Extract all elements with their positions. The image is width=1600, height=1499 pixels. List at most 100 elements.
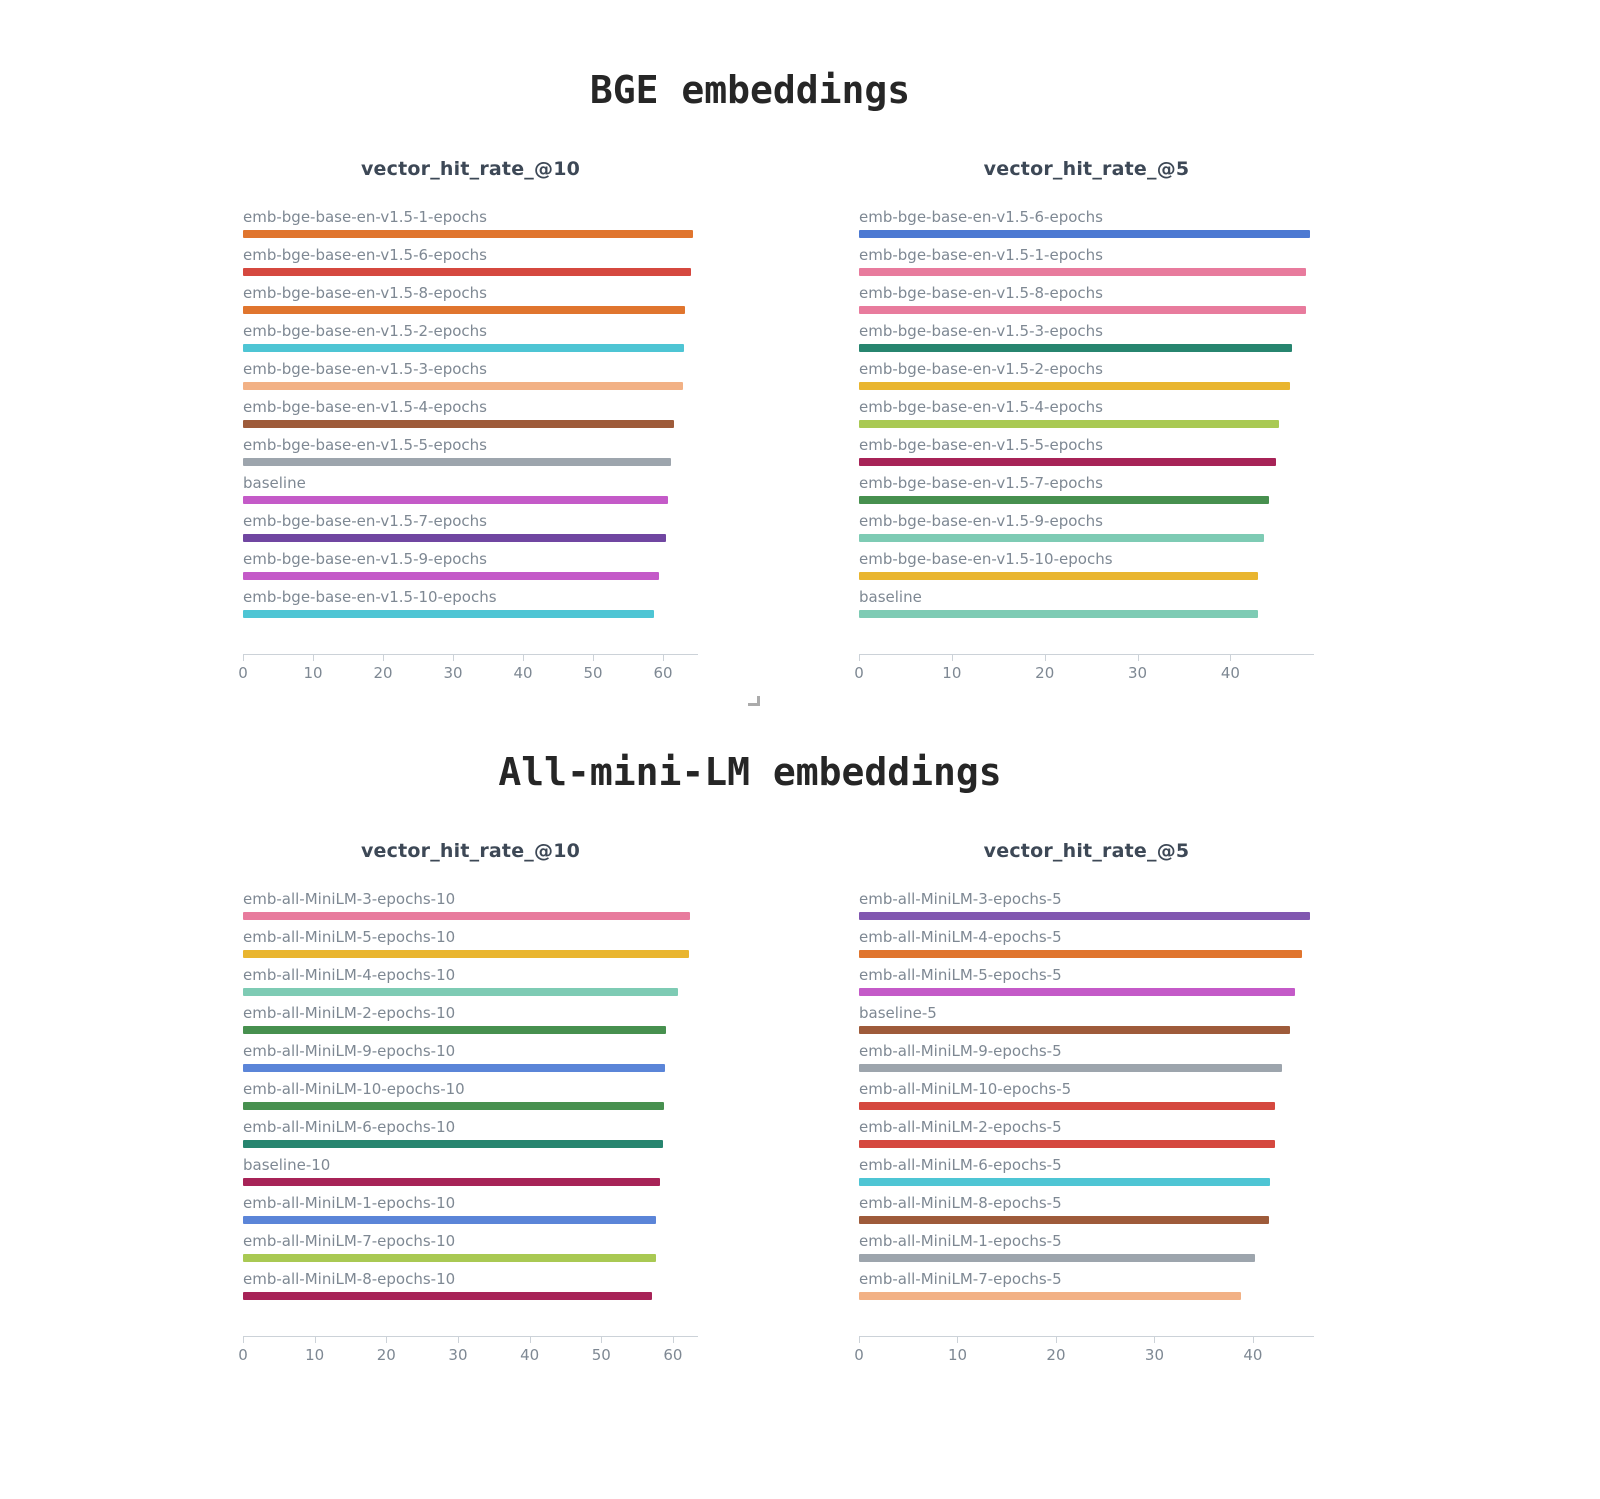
- bar: [859, 1140, 1275, 1148]
- bar: [243, 912, 691, 920]
- bar-label: baseline: [859, 588, 922, 606]
- axis-tick-label: 30: [443, 664, 463, 682]
- axis-tick-mark: [1230, 655, 1232, 661]
- chart-minilm-hit-rate-10: vector_hit_rate_@10 emb-all-MiniLM-3-epo…: [238, 840, 698, 1370]
- bar-row: emb-all-MiniLM-2-epochs-5: [859, 1116, 1314, 1148]
- bar-row: emb-bge-base-en-v1.5-2-epochs: [243, 320, 698, 352]
- axis-tick-mark: [951, 655, 953, 661]
- chart-x-axis: 0 10 20 30 40: [854, 1336, 1314, 1370]
- bar: [243, 572, 659, 580]
- bar-row: emb-bge-base-en-v1.5-6-epochs: [243, 244, 698, 276]
- bar-label: baseline-10: [243, 1156, 331, 1174]
- axis-tick-label: 20: [1035, 664, 1055, 682]
- bar-row: emb-bge-base-en-v1.5-5-epochs: [859, 434, 1314, 466]
- axis-tick-label: 30: [1128, 664, 1148, 682]
- axis-tick-label: 10: [947, 1346, 968, 1364]
- chart-rows: emb-bge-base-en-v1.5-6-epochs emb-bge-bas…: [859, 206, 1314, 618]
- bar: [243, 344, 684, 352]
- bar-row: emb-bge-base-en-v1.5-3-epochs: [243, 358, 698, 390]
- bar: [859, 230, 1311, 238]
- axis-tick-mark: [386, 1337, 388, 1343]
- bar-label: emb-bge-base-en-v1.5-6-epochs: [243, 246, 487, 264]
- axis-tick-mark: [859, 1337, 860, 1343]
- bar-row: emb-bge-base-en-v1.5-7-epochs: [243, 510, 698, 542]
- axis-tick-label: 40: [513, 664, 533, 682]
- axis-tick-mark: [457, 1337, 459, 1343]
- bar-label: emb-all-MiniLM-8-epochs-10: [243, 1270, 456, 1288]
- axis-tick-mark: [523, 655, 524, 661]
- bar: [859, 912, 1311, 920]
- bar: [859, 344, 1292, 352]
- bar: [243, 458, 672, 466]
- bar-label: emb-bge-base-en-v1.5-5-epochs: [243, 436, 487, 454]
- bar: [859, 1178, 1270, 1186]
- bar: [243, 1026, 666, 1034]
- bar-label: emb-all-MiniLM-9-epochs-10: [243, 1042, 456, 1060]
- bar: [859, 1254, 1255, 1262]
- bar-row: emb-bge-base-en-v1.5-5-epochs: [243, 434, 698, 466]
- bar-label: emb-bge-base-en-v1.5-8-epochs: [859, 284, 1103, 302]
- bar-label: emb-bge-base-en-v1.5-4-epochs: [859, 398, 1103, 416]
- minilm-charts-row: vector_hit_rate_@10 emb-all-MiniLM-3-epo…: [0, 840, 1500, 1370]
- axis-tick-label: 60: [663, 1346, 683, 1364]
- bar-label: emb-bge-base-en-v1.5-2-epochs: [859, 360, 1103, 378]
- bar-row: emb-bge-base-en-v1.5-1-epochs: [243, 206, 698, 238]
- bar-label: emb-bge-base-en-v1.5-9-epochs: [859, 512, 1103, 530]
- bar-label: emb-bge-base-en-v1.5-10-epochs: [243, 588, 497, 606]
- chart-title: vector_hit_rate_@5: [983, 840, 1190, 862]
- bar: [243, 610, 654, 618]
- bar: [243, 306, 686, 314]
- bar: [859, 458, 1276, 466]
- bar-row: emb-all-MiniLM-8-epochs-5: [859, 1192, 1314, 1224]
- chart-x-axis: 0 10 20 30 40: [854, 654, 1314, 688]
- axis-tick-mark: [672, 1337, 674, 1343]
- bar: [243, 496, 668, 504]
- axis-tick-mark: [859, 655, 860, 661]
- bar-label: emb-bge-base-en-v1.5-10-epochs: [859, 550, 1113, 568]
- axis-tick-mark: [243, 655, 244, 661]
- bar: [859, 1292, 1242, 1300]
- axis-tick-label: 50: [583, 664, 603, 682]
- bar: [859, 988, 1296, 996]
- axis-tick-label: 40: [1243, 1346, 1263, 1364]
- axis-tick-label: 60: [653, 664, 673, 682]
- bar-label: baseline-5: [859, 1004, 937, 1022]
- bar: [859, 420, 1279, 428]
- axis-tick-mark: [313, 655, 314, 661]
- axis-tick-label: 10: [303, 664, 323, 682]
- bar-label: emb-bge-base-en-v1.5-3-epochs: [859, 322, 1103, 340]
- axis-tick-label: 40: [1220, 664, 1240, 682]
- bar: [243, 988, 678, 996]
- bar-label: emb-all-MiniLM-6-epochs-10: [243, 1118, 456, 1136]
- axis-tick-mark: [314, 1337, 316, 1343]
- bar: [859, 1026, 1291, 1034]
- chart-title: vector_hit_rate_@5: [983, 158, 1190, 180]
- bar-label: emb-all-MiniLM-4-epochs-5: [859, 928, 1062, 946]
- chart-title: vector_hit_rate_@10: [360, 158, 581, 180]
- resize-corner-icon: [748, 696, 760, 706]
- bar-row: emb-all-MiniLM-5-epochs-10: [243, 926, 698, 958]
- axis-tick-label: 20: [376, 1346, 396, 1364]
- page-content: BGE embeddings vector_hit_rate_@10 emb-b…: [0, 68, 1500, 1370]
- axis-tick-mark: [383, 655, 384, 661]
- bar: [243, 1254, 656, 1262]
- axis-tick-mark: [1154, 1337, 1156, 1343]
- bar-row: emb-bge-base-en-v1.5-8-epochs: [243, 282, 698, 314]
- bar: [243, 1292, 653, 1300]
- bar: [243, 1140, 663, 1148]
- bar-row: baseline: [859, 586, 1314, 618]
- bar-row: emb-bge-base-en-v1.5-9-epochs: [243, 548, 698, 580]
- bar: [243, 420, 674, 428]
- chart-rows: emb-bge-base-en-v1.5-1-epochs emb-bge-bas…: [243, 206, 698, 618]
- bar-row: emb-bge-base-en-v1.5-8-epochs: [859, 282, 1314, 314]
- bar: [243, 1102, 665, 1110]
- axis-tick-mark: [593, 655, 594, 661]
- bar: [243, 268, 691, 276]
- bar-label: emb-all-MiniLM-5-epochs-10: [243, 928, 456, 946]
- bar-row: emb-bge-base-en-v1.5-1-epochs: [859, 244, 1314, 276]
- section-title-all-mini-lm: All-mini-LM embeddings: [498, 750, 1002, 794]
- bar: [859, 268, 1306, 276]
- bar-row: emb-bge-base-en-v1.5-4-epochs: [243, 396, 698, 428]
- bar: [859, 306, 1306, 314]
- bar: [243, 534, 666, 542]
